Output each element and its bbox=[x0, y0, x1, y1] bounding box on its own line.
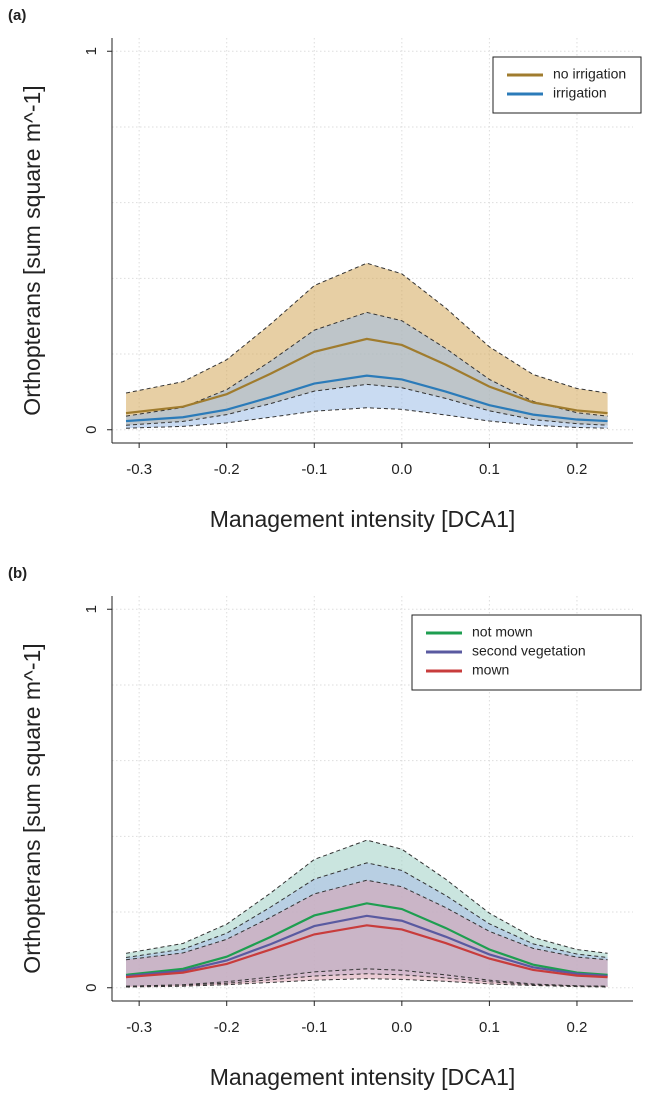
x-tick-label: -0.3 bbox=[126, 461, 152, 478]
legend-label: no irrigation bbox=[553, 66, 626, 82]
x-axis-label: Management intensity [DCA1] bbox=[210, 506, 516, 532]
legend: no irrigation irrigation bbox=[492, 56, 642, 114]
legend-label: irrigation bbox=[553, 85, 607, 101]
mean-line bbox=[125, 924, 608, 979]
band-edge bbox=[126, 978, 608, 988]
legend: not mown second vegetation mown bbox=[411, 614, 642, 691]
x-tick-label: 0.1 bbox=[479, 1019, 500, 1036]
band-edge bbox=[125, 407, 608, 429]
y-tick-label: 1 bbox=[83, 605, 100, 613]
x-tick-label: -0.3 bbox=[126, 1019, 152, 1036]
mean-line bbox=[125, 374, 608, 423]
mean-line bbox=[125, 337, 608, 415]
y-axis-label: Orthopterans [sum square m^-1] bbox=[19, 643, 45, 973]
confidence-band bbox=[126, 312, 608, 429]
confidence-band bbox=[126, 880, 608, 987]
band-edge bbox=[125, 262, 608, 394]
mean-line bbox=[125, 914, 608, 978]
mean-line bbox=[125, 902, 608, 976]
x-tick-label: 0.2 bbox=[567, 1019, 588, 1036]
x-tick-label: -0.1 bbox=[301, 1019, 327, 1036]
x-tick-label: 0.1 bbox=[479, 461, 500, 478]
band-edge bbox=[125, 879, 608, 961]
panel-label: (a) bbox=[8, 7, 26, 24]
x-tick-label: -0.1 bbox=[301, 461, 327, 478]
band-edge bbox=[125, 968, 608, 987]
x-tick-label: 0.0 bbox=[391, 1019, 412, 1036]
panel-label: (b) bbox=[8, 565, 27, 582]
y-tick-label: 0 bbox=[83, 426, 100, 434]
y-tick-label: 0 bbox=[83, 984, 100, 992]
legend-label: mown bbox=[472, 662, 509, 678]
y-tick-label: 1 bbox=[83, 47, 100, 55]
band-edge bbox=[126, 973, 608, 987]
y-axis-label: Orthopterans [sum square m^-1] bbox=[19, 85, 45, 415]
legend-box bbox=[492, 56, 642, 114]
legend-label: not mown bbox=[472, 624, 533, 640]
x-tick-label: -0.2 bbox=[214, 1019, 240, 1036]
band-edge bbox=[125, 839, 608, 954]
band-edge bbox=[125, 862, 608, 958]
band-edge bbox=[125, 383, 608, 426]
x-tick-label: -0.2 bbox=[214, 461, 240, 478]
x-tick-label: 0.2 bbox=[567, 461, 588, 478]
legend-label: second vegetation bbox=[472, 643, 586, 659]
panel: (b) -0.3 -0.2 -0.1 0.0 0.1 0.2 0 1 Management int… bbox=[8, 565, 642, 1090]
panel: (a) -0.3 -0.2 -0.1 0.0 0.1 0.2 0 1 Management int… bbox=[8, 7, 642, 532]
x-axis-label: Management intensity [DCA1] bbox=[210, 1064, 516, 1090]
x-tick-label: 0.0 bbox=[391, 461, 412, 478]
